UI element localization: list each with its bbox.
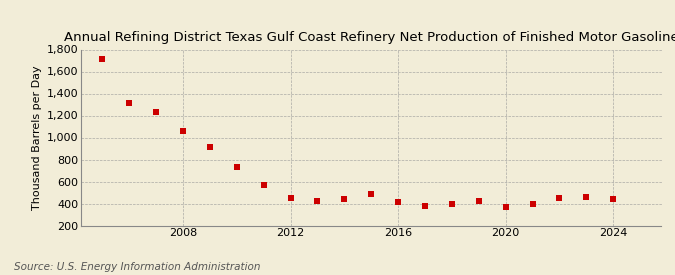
Point — [178, 129, 188, 134]
Point — [151, 109, 161, 114]
Point — [286, 196, 296, 200]
Point — [259, 183, 269, 187]
Point — [500, 205, 511, 210]
Point — [339, 197, 350, 201]
Point — [527, 201, 538, 206]
Point — [393, 200, 404, 205]
Y-axis label: Thousand Barrels per Day: Thousand Barrels per Day — [32, 65, 43, 210]
Point — [366, 191, 377, 196]
Point — [232, 165, 242, 169]
Point — [473, 199, 484, 203]
Point — [581, 195, 592, 200]
Point — [124, 101, 135, 106]
Title: Annual Refining District Texas Gulf Coast Refinery Net Production of Finished Mo: Annual Refining District Texas Gulf Coas… — [64, 31, 675, 44]
Point — [420, 204, 431, 208]
Point — [554, 196, 565, 200]
Point — [608, 197, 618, 201]
Point — [312, 199, 323, 204]
Point — [205, 145, 215, 150]
Text: Source: U.S. Energy Information Administration: Source: U.S. Energy Information Administ… — [14, 262, 260, 272]
Point — [97, 57, 108, 62]
Point — [446, 201, 457, 206]
